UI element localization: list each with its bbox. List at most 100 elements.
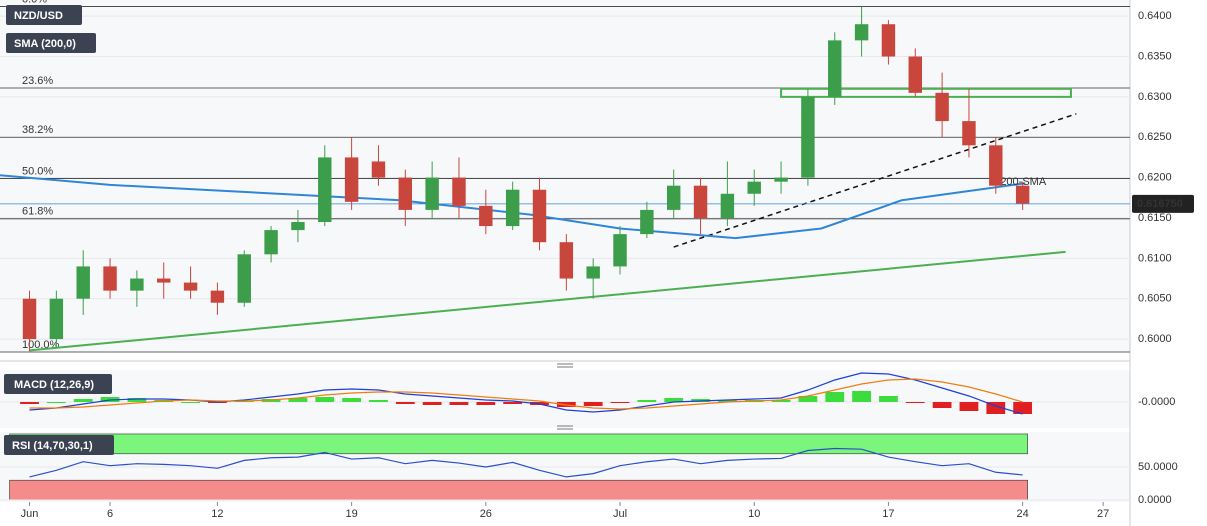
histogram-bar [717,400,737,402]
y-tick-label: 0.6250 [1138,131,1172,143]
candle-body [747,181,761,194]
histogram-bar [959,402,979,411]
y-tick-label: 0.6050 [1138,293,1172,305]
histogram-bar [369,400,388,402]
histogram-bar [798,396,818,402]
histogram-bar [395,402,415,404]
symbol-label: NZD/USD [14,10,63,22]
histogram-bar [1013,402,1033,414]
candle-body [962,121,976,146]
macd-badge[interactable] [4,374,112,394]
rsi-badge[interactable] [4,435,114,455]
histogram-bar [46,402,66,403]
histogram-bar [852,391,871,402]
histogram-bar [905,402,925,403]
histogram-bar [664,398,684,402]
candle-body [183,282,198,291]
y-tick-label: 0.6350 [1138,50,1172,62]
candle-body [479,205,493,227]
histogram-bar [315,397,335,402]
fib-label: 38.2% [22,124,53,136]
histogram-bar [476,402,496,405]
candle-body [291,222,305,231]
candle-body [157,278,171,283]
histogram-bar [449,402,469,405]
candle-body [371,161,386,178]
candle-body [801,96,815,178]
current-price-label: 0.616750 [1137,198,1183,210]
histogram-bar [181,402,200,403]
candle-body [559,242,574,279]
y-tick-label: 0.6300 [1138,91,1172,103]
x-tick-label: 24 [1017,508,1029,520]
histogram-bar [986,402,1006,414]
x-tick-label: Jun [21,508,39,520]
indicator-badge[interactable] [6,33,96,53]
macd-pane [0,370,1130,428]
candle-body [318,157,332,223]
rsi-band [9,479,1028,501]
candle-body [210,290,225,303]
candle-body [935,92,949,122]
candle-body [586,266,600,279]
fib-label: 61.8% [22,206,53,218]
candle-body [693,185,708,218]
histogram-bar [637,400,657,402]
candle-body [640,209,654,235]
x-tick-label: 26 [480,508,492,520]
candle-body [22,298,37,340]
x-tick-label: 10 [748,508,760,520]
fib-label: 23.6% [22,75,53,87]
x-tick-label: 6 [107,508,113,520]
x-tick-label: 12 [211,508,223,520]
candle-body [76,266,90,299]
indicator-label: SMA (200,0) [14,38,76,50]
symbol-badge[interactable] [6,5,82,25]
y-tick-label: 0.6200 [1138,172,1172,184]
resistance-zone [780,87,1072,98]
candle-body [452,177,466,206]
histogram-bar [342,398,362,402]
candle-body [828,40,842,97]
candle-body [237,254,251,303]
trendline [673,113,1077,248]
y-tick-label: 0.0000 [1138,494,1172,506]
candle-body [425,177,439,210]
histogram-bar [20,402,39,404]
histogram-bar [771,400,791,402]
fib-label: 50.0% [22,165,53,177]
y-tick-label: 0.6400 [1138,10,1172,22]
x-tick-label: Jul [613,508,627,520]
candle-body [49,298,64,340]
pane-resize-handle[interactable] [557,425,573,430]
indicator-line [29,447,1023,478]
trendline [29,250,1066,352]
candle-body [881,24,896,57]
rsi-band [9,433,1028,455]
candle-body [613,234,627,267]
rsi-title: RSI (14,70,30,1) [12,440,93,452]
candle-body [532,189,547,243]
pane-resize-handle[interactable] [557,363,573,368]
candle-body [774,177,788,182]
y-tick-label: -0.0000 [1138,396,1175,408]
candle-body [264,230,278,255]
candle-body [854,24,869,41]
candle-body [344,157,359,202]
current-price-badge [1132,194,1194,213]
histogram-bar [73,399,93,402]
y-tick-label: 50.0000 [1138,461,1178,473]
indicator-line [29,378,1023,410]
candle-body [720,193,735,218]
histogram-bar [932,402,952,408]
x-tick-label: 19 [345,508,357,520]
histogram-bar [825,392,845,402]
histogram-bar [879,396,898,402]
x-tick-label: 17 [882,508,894,520]
candle-body [505,189,520,227]
price-pane [0,0,1130,352]
candle-body [130,278,144,291]
candle-body [989,145,1003,186]
histogram-bar [583,402,603,406]
